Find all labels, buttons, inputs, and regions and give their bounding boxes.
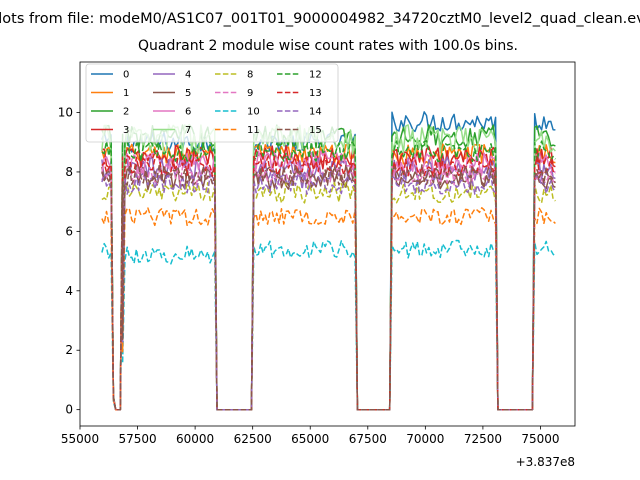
x-tick-label: 62500 bbox=[234, 432, 272, 446]
series-line-1 bbox=[101, 143, 556, 411]
series-line-12 bbox=[101, 139, 556, 411]
legend-label-15: 15 bbox=[309, 125, 322, 136]
legend-label-6: 6 bbox=[185, 107, 191, 118]
x-tick-label: 70000 bbox=[406, 432, 444, 446]
legend-label-5: 5 bbox=[185, 88, 191, 99]
legend-label-4: 4 bbox=[185, 70, 191, 81]
y-tick-label: 0 bbox=[65, 403, 73, 417]
x-tick-label: 55000 bbox=[61, 432, 99, 446]
x-tick-label: 60000 bbox=[176, 432, 214, 446]
series-line-11 bbox=[101, 207, 556, 411]
legend-label-13: 13 bbox=[309, 88, 322, 99]
axes: 55000 57500 60000 62500 65000 67500 70000 72500… bbox=[58, 61, 576, 446]
legend-label-14: 14 bbox=[309, 107, 322, 118]
x-tick-label: 67500 bbox=[349, 432, 387, 446]
y-tick-label: 10 bbox=[58, 106, 73, 120]
legend-label-12: 12 bbox=[309, 70, 322, 81]
series-line-15 bbox=[101, 163, 557, 411]
legend-label-9: 9 bbox=[247, 88, 253, 99]
legend-label-7: 7 bbox=[185, 125, 191, 136]
legend-label-11: 11 bbox=[247, 125, 260, 136]
series-line-10 bbox=[101, 239, 556, 411]
legend-label-3: 3 bbox=[123, 125, 129, 136]
legend-label-2: 2 bbox=[123, 107, 129, 118]
legend-label-1: 1 bbox=[123, 88, 129, 99]
axes-frame bbox=[79, 61, 576, 427]
y-tick-label: 8 bbox=[65, 165, 73, 179]
series-line-8 bbox=[101, 181, 556, 411]
legend-label-0: 0 bbox=[123, 70, 129, 81]
y-tick-label: 2 bbox=[65, 343, 73, 357]
legend-label-10: 10 bbox=[247, 107, 260, 118]
series-line-14 bbox=[101, 172, 556, 411]
y-tick-label: 6 bbox=[65, 224, 73, 238]
x-tick-label: 57500 bbox=[118, 432, 156, 446]
axes-title: Quadrant 2 module wise count rates with … bbox=[138, 38, 518, 54]
series-line-3 bbox=[101, 144, 556, 411]
y-tick-label: 4 bbox=[65, 284, 73, 298]
legend-frame bbox=[85, 63, 339, 143]
figure-suptitle: Plots from file: modeM0/AS1C07_001T01_90… bbox=[0, 11, 640, 27]
legend-label-8: 8 bbox=[247, 70, 253, 81]
series-line-13 bbox=[101, 155, 556, 411]
x-tick-label: 65000 bbox=[291, 432, 329, 446]
x-tick-label: 75000 bbox=[521, 432, 559, 446]
x-offset-label: +3.837e8 bbox=[516, 455, 575, 469]
x-tick-label: 72500 bbox=[464, 432, 502, 446]
